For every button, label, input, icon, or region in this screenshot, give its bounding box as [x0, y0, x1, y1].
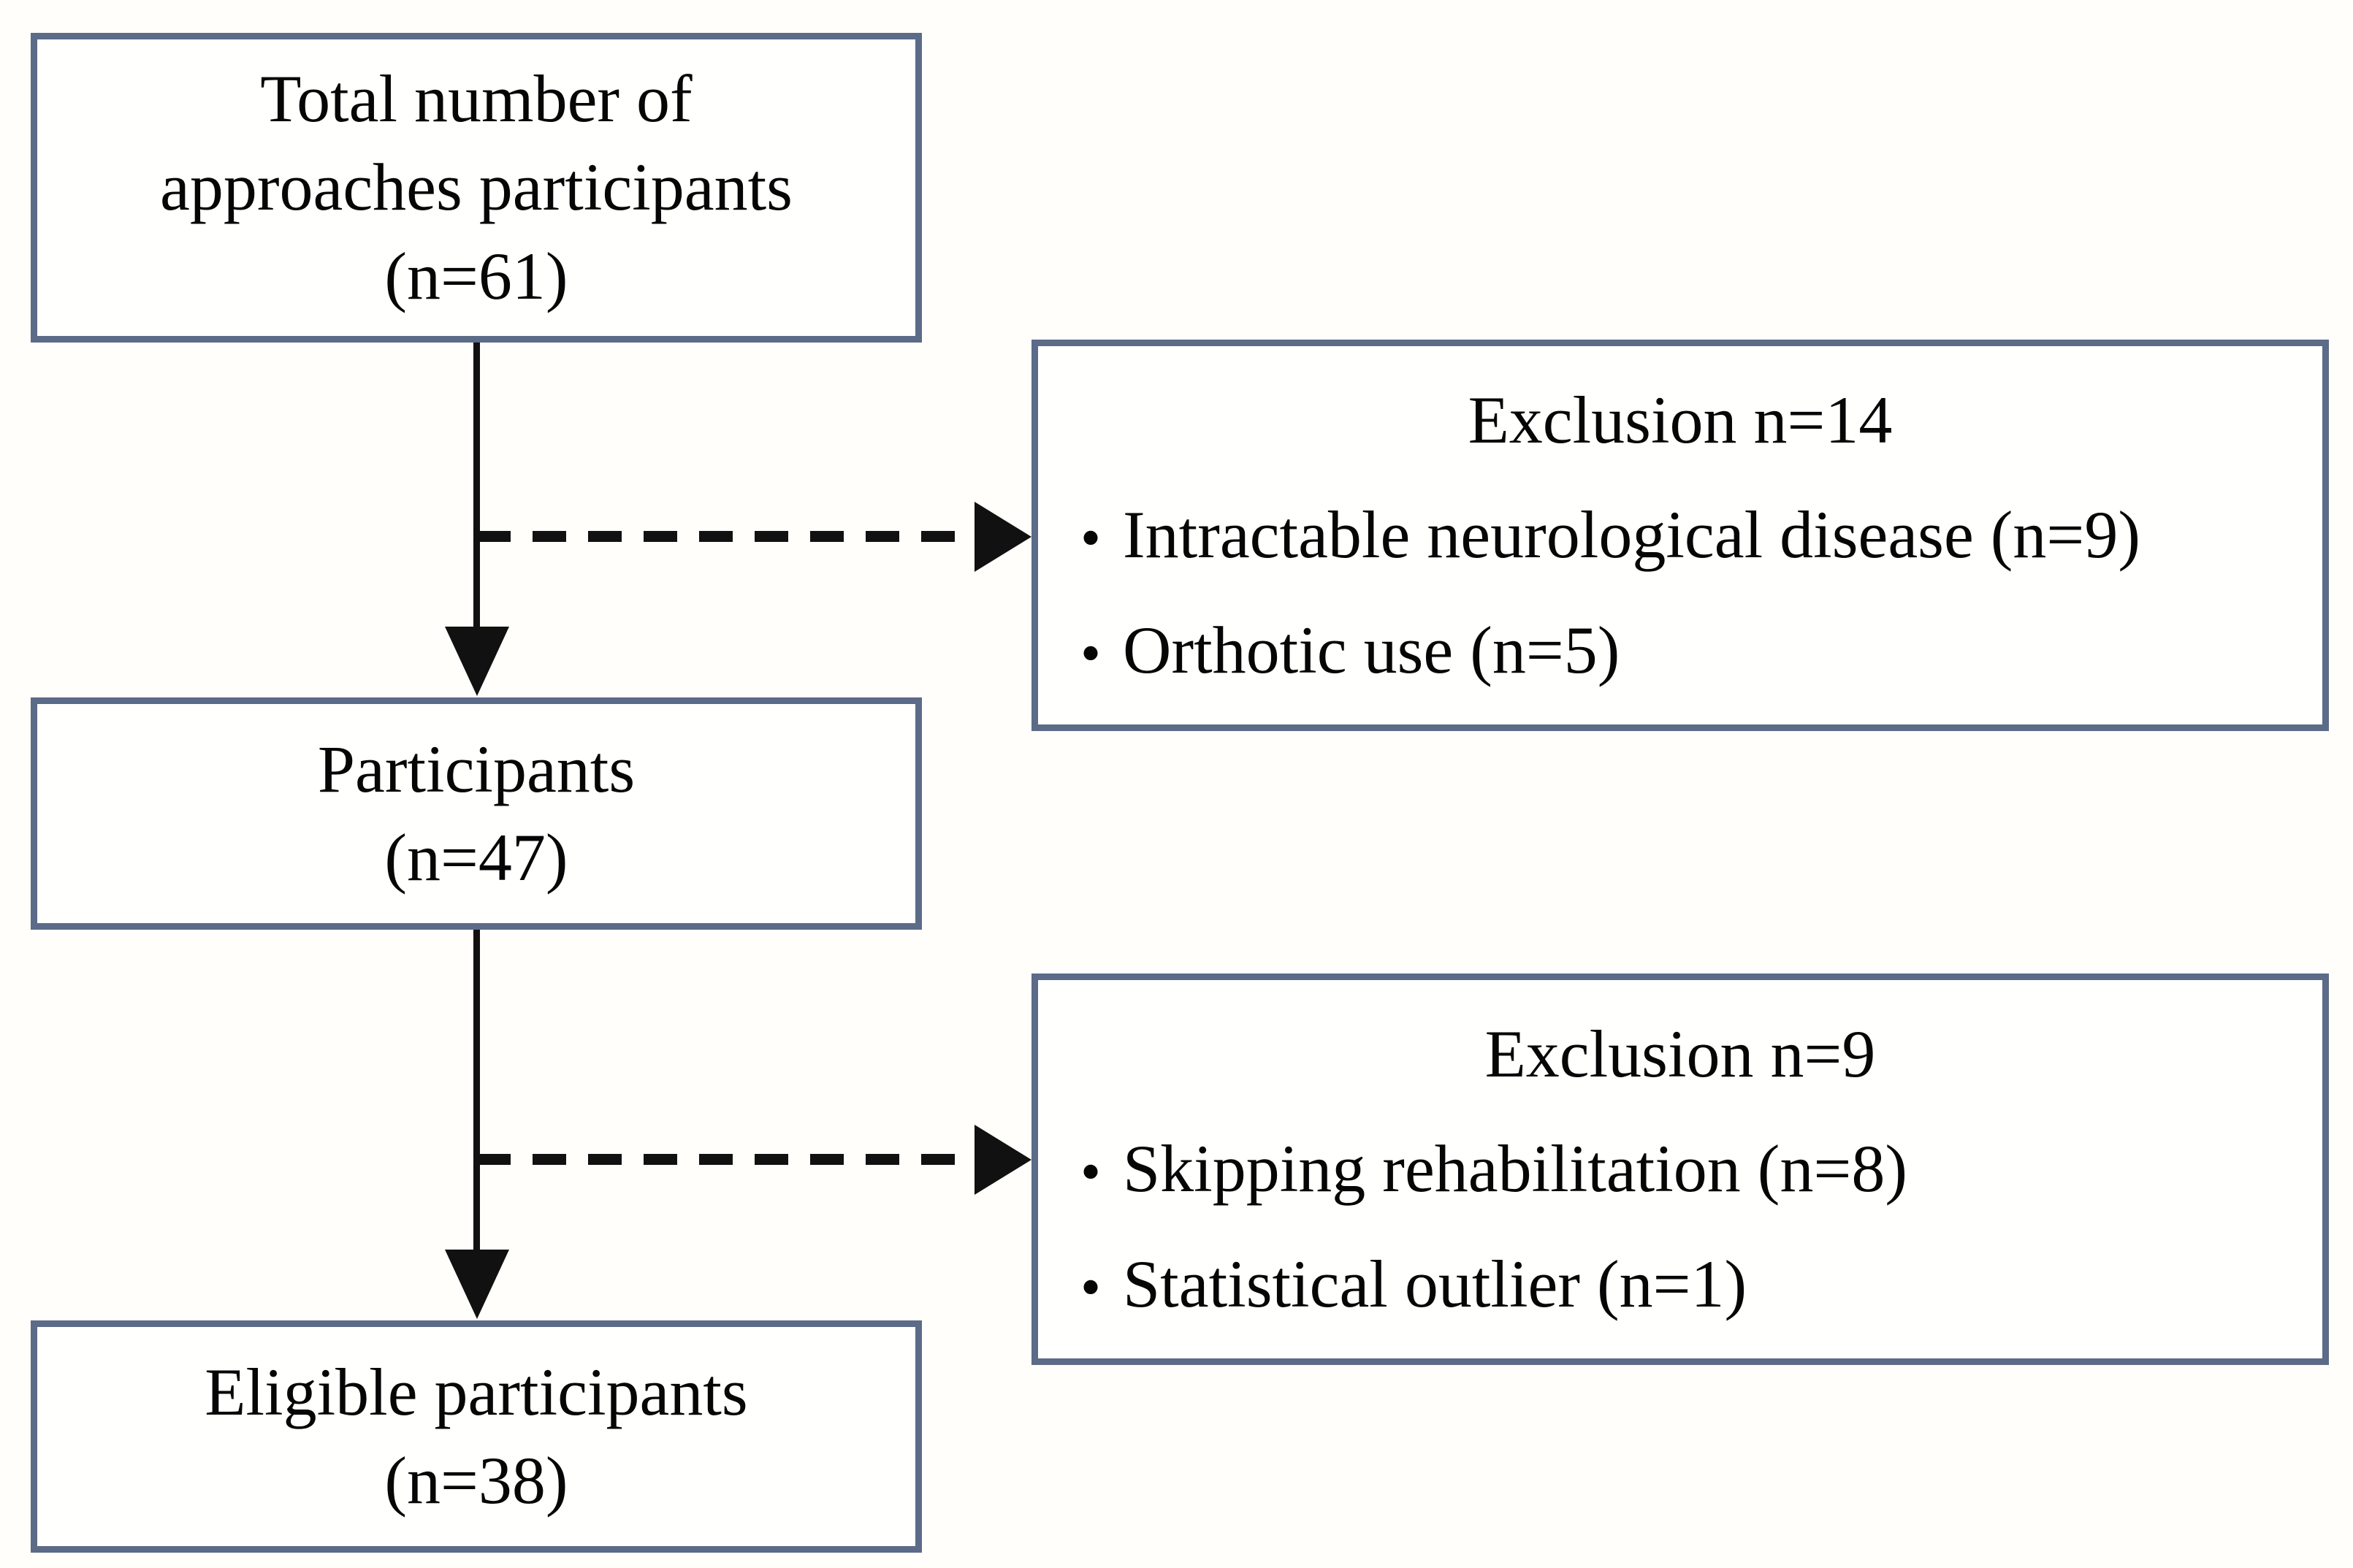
exclusion-2-title: Exclusion n=9	[1484, 1016, 1876, 1091]
arrow-line-total-to-participants	[473, 343, 480, 629]
exclusion-1-item: • Intractable neurological disease (n=9)	[1070, 491, 2290, 579]
flow-box-exclusion-1: Exclusion n=14 • Intractable neurologica…	[1031, 340, 2329, 731]
exclusion-1-title: Exclusion n=14	[1468, 382, 1893, 457]
bullet-icon: •	[1080, 506, 1102, 571]
dashed-line-exclusion-1	[477, 531, 977, 542]
exclusion-1-item-text: Intractable neurological disease (n=9)	[1123, 497, 2140, 573]
flow-box-participants-line: Participants	[317, 731, 636, 806]
flow-box-total-line: approaches participants	[160, 150, 793, 225]
exclusion-2-item: • Statistical outlier (n=1)	[1070, 1240, 2290, 1328]
flow-box-eligible-count: (n=38)	[384, 1443, 568, 1518]
exclusion-1-item-text: Orthotic use (n=5)	[1123, 612, 1620, 687]
exclusion-2-item-text: Skipping rehabilitation (n=8)	[1123, 1131, 1907, 1206]
arrow-line-participants-to-eligible	[473, 930, 480, 1251]
bullet-icon: •	[1080, 621, 1102, 686]
bullet-icon: •	[1080, 1140, 1102, 1205]
flow-box-total-approached: Total number of approaches participants …	[31, 33, 922, 343]
dashed-line-exclusion-2	[477, 1154, 977, 1165]
flow-box-exclusion-2: Exclusion n=9 • Skipping rehabilitation …	[1031, 974, 2329, 1365]
exclusion-2-item: • Skipping rehabilitation (n=8)	[1070, 1125, 2290, 1213]
arrowhead-right-icon	[975, 502, 1031, 572]
flow-box-eligible-line: Eligible participants	[205, 1354, 748, 1429]
bullet-icon: •	[1080, 1255, 1102, 1320]
arrowhead-right-icon	[975, 1125, 1031, 1195]
flow-box-total-count: (n=61)	[384, 238, 568, 313]
exclusion-2-item-text: Statistical outlier (n=1)	[1123, 1246, 1747, 1321]
arrowhead-down-icon	[445, 627, 509, 696]
flow-box-participants-count: (n=47)	[384, 820, 568, 895]
exclusion-1-item: • Orthotic use (n=5)	[1070, 606, 2290, 695]
flow-box-total-line: Total number of	[260, 61, 693, 136]
flow-box-eligible-participants: Eligible participants (n=38)	[31, 1320, 922, 1553]
arrowhead-down-icon	[445, 1250, 509, 1319]
flow-box-participants: Participants (n=47)	[31, 697, 922, 930]
